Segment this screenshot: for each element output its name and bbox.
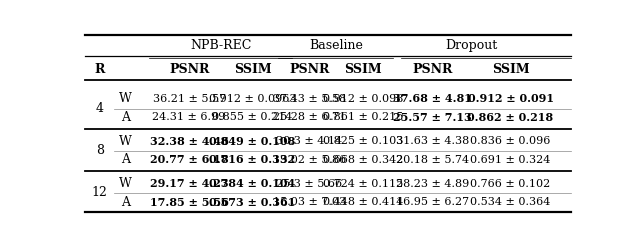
Text: 12: 12 (92, 186, 108, 199)
Text: 0.836 ± 0.096: 0.836 ± 0.096 (470, 136, 550, 146)
Text: NPB-REC: NPB-REC (190, 39, 252, 52)
Text: 0.691 ± 0.324: 0.691 ± 0.324 (470, 155, 550, 165)
Text: 30.3 ± 4.14: 30.3 ± 4.14 (276, 136, 342, 146)
Text: 31.63 ± 4.38: 31.63 ± 4.38 (396, 136, 468, 146)
Text: 24.31 ± 6.99: 24.31 ± 6.99 (152, 112, 226, 123)
Text: 25.28 ± 6.71: 25.28 ± 6.71 (273, 112, 346, 123)
Text: 25.57 ± 7.13: 25.57 ± 7.13 (393, 112, 472, 123)
Text: 0.849 ± 0.108: 0.849 ± 0.108 (209, 136, 296, 147)
Text: SSIM: SSIM (492, 63, 529, 76)
Text: 32.38 ± 4.46: 32.38 ± 4.46 (150, 136, 228, 147)
Text: 0.855 ± 0.214: 0.855 ± 0.214 (212, 112, 292, 123)
Text: 28.23 ± 4.89: 28.23 ± 4.89 (396, 179, 468, 188)
Text: SSIM: SSIM (234, 63, 271, 76)
Text: 29.17 ± 4.23: 29.17 ± 4.23 (150, 178, 228, 189)
Text: W: W (119, 177, 132, 190)
Text: 0.534 ± 0.364: 0.534 ± 0.364 (470, 197, 550, 207)
Text: PSNR: PSNR (412, 63, 452, 76)
Text: 0.573 ± 0.361: 0.573 ± 0.361 (209, 196, 296, 207)
Text: 36.21 ± 5.57: 36.21 ± 5.57 (152, 94, 226, 104)
Text: 0.912 ± 0.0963: 0.912 ± 0.0963 (209, 94, 296, 104)
Text: 0.724 ± 0.115: 0.724 ± 0.115 (323, 179, 403, 188)
Text: 0.861 ± 0.215: 0.861 ± 0.215 (323, 112, 403, 123)
Text: 0.668 ± 0.342: 0.668 ± 0.342 (323, 155, 403, 165)
Text: 25.3 ± 5.66: 25.3 ± 5.66 (276, 179, 342, 188)
Text: 0.448 ± 0.414: 0.448 ± 0.414 (323, 197, 403, 207)
Text: 0.825 ± 0.103: 0.825 ± 0.103 (323, 136, 403, 146)
Text: 20.77 ± 6.18: 20.77 ± 6.18 (150, 154, 228, 165)
Text: 0.716 ± 0.332: 0.716 ± 0.332 (209, 154, 296, 165)
Text: 20.18 ± 5.74: 20.18 ± 5.74 (396, 155, 468, 165)
Text: 0.862 ± 0.218: 0.862 ± 0.218 (467, 112, 554, 123)
Text: A: A (121, 196, 130, 209)
Text: SSIM: SSIM (344, 63, 381, 76)
Text: R: R (95, 63, 105, 76)
Text: 8: 8 (96, 144, 104, 157)
Text: 0.912 ± 0.091: 0.912 ± 0.091 (468, 93, 554, 104)
Text: 4: 4 (96, 102, 104, 115)
Text: 0.912 ± 0.098: 0.912 ± 0.098 (323, 94, 403, 104)
Text: W: W (119, 92, 132, 105)
Text: 17.85 ± 5.56: 17.85 ± 5.56 (150, 196, 228, 207)
Text: A: A (121, 153, 130, 166)
Text: 16.95 ± 6.27: 16.95 ± 6.27 (396, 197, 468, 207)
Text: W: W (119, 135, 132, 148)
Text: A: A (121, 111, 130, 124)
Text: 37.43 ± 5.58: 37.43 ± 5.58 (273, 94, 346, 104)
Text: 0.766 ± 0.102: 0.766 ± 0.102 (470, 179, 550, 188)
Text: PSNR: PSNR (289, 63, 330, 76)
Text: PSNR: PSNR (169, 63, 209, 76)
Text: 0.784 ± 0.104: 0.784 ± 0.104 (209, 178, 296, 189)
Text: 15.03 ± 7.03: 15.03 ± 7.03 (273, 197, 346, 207)
Text: Dropout: Dropout (445, 39, 497, 52)
Text: Baseline: Baseline (309, 39, 363, 52)
Text: 19.02 ± 5.86: 19.02 ± 5.86 (273, 155, 346, 165)
Text: 37.68 ± 4.81: 37.68 ± 4.81 (393, 93, 472, 104)
